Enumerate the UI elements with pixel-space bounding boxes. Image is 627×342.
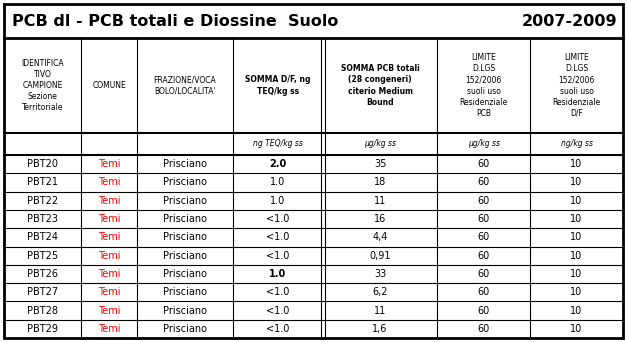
Text: 60: 60 [478,177,490,187]
Text: Prisciano: Prisciano [163,324,207,334]
Text: 10: 10 [571,196,582,206]
Text: Temi: Temi [98,287,120,297]
Text: 2.0: 2.0 [269,159,287,169]
Text: 10: 10 [571,269,582,279]
Text: PBT23: PBT23 [27,214,58,224]
Text: <1.0: <1.0 [266,214,290,224]
Text: 60: 60 [478,251,490,261]
Text: 1.0: 1.0 [270,177,285,187]
Text: PBT20: PBT20 [27,159,58,169]
Text: PCB dl - PCB totali e Diossine  Suolo: PCB dl - PCB totali e Diossine Suolo [12,13,339,28]
Text: PBT22: PBT22 [27,196,58,206]
Text: Temi: Temi [98,159,120,169]
Text: 11: 11 [374,305,386,316]
Text: 10: 10 [571,305,582,316]
Text: 18: 18 [374,177,386,187]
Text: 10: 10 [571,214,582,224]
Text: COMUNE: COMUNE [92,81,126,90]
Text: 10: 10 [571,251,582,261]
Text: Temi: Temi [98,214,120,224]
Text: Prisciano: Prisciano [163,269,207,279]
Text: 10: 10 [571,324,582,334]
Text: 0,91: 0,91 [369,251,391,261]
Text: Temi: Temi [98,324,120,334]
Text: Prisciano: Prisciano [163,196,207,206]
Text: Prisciano: Prisciano [163,177,207,187]
Text: 11: 11 [374,196,386,206]
Text: PBT25: PBT25 [27,251,58,261]
Text: Temi: Temi [98,196,120,206]
Text: ng TEQ/kg ss: ng TEQ/kg ss [253,140,303,148]
Text: 35: 35 [374,159,386,169]
Text: PBT29: PBT29 [27,324,58,334]
Text: ng/kg ss: ng/kg ss [561,140,593,148]
Text: IDENTIFICA
TIVO
CAMPIONE
Sezione
Territoriale: IDENTIFICA TIVO CAMPIONE Sezione Territo… [21,59,64,112]
Text: Temi: Temi [98,305,120,316]
Text: Temi: Temi [98,177,120,187]
Text: <1.0: <1.0 [266,305,290,316]
Text: 60: 60 [478,232,490,242]
Text: PBT21: PBT21 [27,177,58,187]
Text: <1.0: <1.0 [266,287,290,297]
Text: Prisciano: Prisciano [163,287,207,297]
Text: LIMITE
D.LGS
152/2006
suoli uso
Residenziale
D/F: LIMITE D.LGS 152/2006 suoli uso Residenz… [552,53,601,118]
Text: SOMMA PCB totali
(28 congeneri)
citerio Medium
Bound: SOMMA PCB totali (28 congeneri) citerio … [340,64,419,107]
Text: 10: 10 [571,159,582,169]
Text: 1.0: 1.0 [269,269,287,279]
Text: <1.0: <1.0 [266,232,290,242]
Text: Prisciano: Prisciano [163,232,207,242]
Text: Prisciano: Prisciano [163,305,207,316]
Text: 60: 60 [478,196,490,206]
Text: 60: 60 [478,269,490,279]
Text: PBT26: PBT26 [27,269,58,279]
Text: Prisciano: Prisciano [163,214,207,224]
Text: Prisciano: Prisciano [163,159,207,169]
Text: 33: 33 [374,269,386,279]
Text: FRAZIONE/VOCA
BOLO/LOCALITA': FRAZIONE/VOCA BOLO/LOCALITA' [154,76,216,95]
Text: 1,6: 1,6 [372,324,387,334]
Text: 60: 60 [478,287,490,297]
Text: 1.0: 1.0 [270,196,285,206]
Text: 4,4: 4,4 [372,232,387,242]
Text: Temi: Temi [98,232,120,242]
Text: 10: 10 [571,232,582,242]
Text: μg/kg ss: μg/kg ss [364,140,396,148]
Text: PBT28: PBT28 [27,305,58,316]
Text: <1.0: <1.0 [266,251,290,261]
Text: SOMMA D/F, ng
TEQ/kg ss: SOMMA D/F, ng TEQ/kg ss [245,76,310,95]
Text: Prisciano: Prisciano [163,251,207,261]
Text: 2007-2009: 2007-2009 [522,13,617,28]
Text: 60: 60 [478,305,490,316]
Text: PBT27: PBT27 [27,287,58,297]
Text: PBT24: PBT24 [27,232,58,242]
Text: 10: 10 [571,287,582,297]
Text: Temi: Temi [98,269,120,279]
Text: Temi: Temi [98,251,120,261]
Text: <1.0: <1.0 [266,324,290,334]
Text: 60: 60 [478,324,490,334]
Text: 16: 16 [374,214,386,224]
Text: μg/kg ss: μg/kg ss [468,140,500,148]
Text: 60: 60 [478,159,490,169]
Text: 10: 10 [571,177,582,187]
Text: LIMITE
D.LGS
152/2006
suoli uso
Residenziale
PCB: LIMITE D.LGS 152/2006 suoli uso Residenz… [460,53,508,118]
Text: 60: 60 [478,214,490,224]
Text: 6,2: 6,2 [372,287,387,297]
